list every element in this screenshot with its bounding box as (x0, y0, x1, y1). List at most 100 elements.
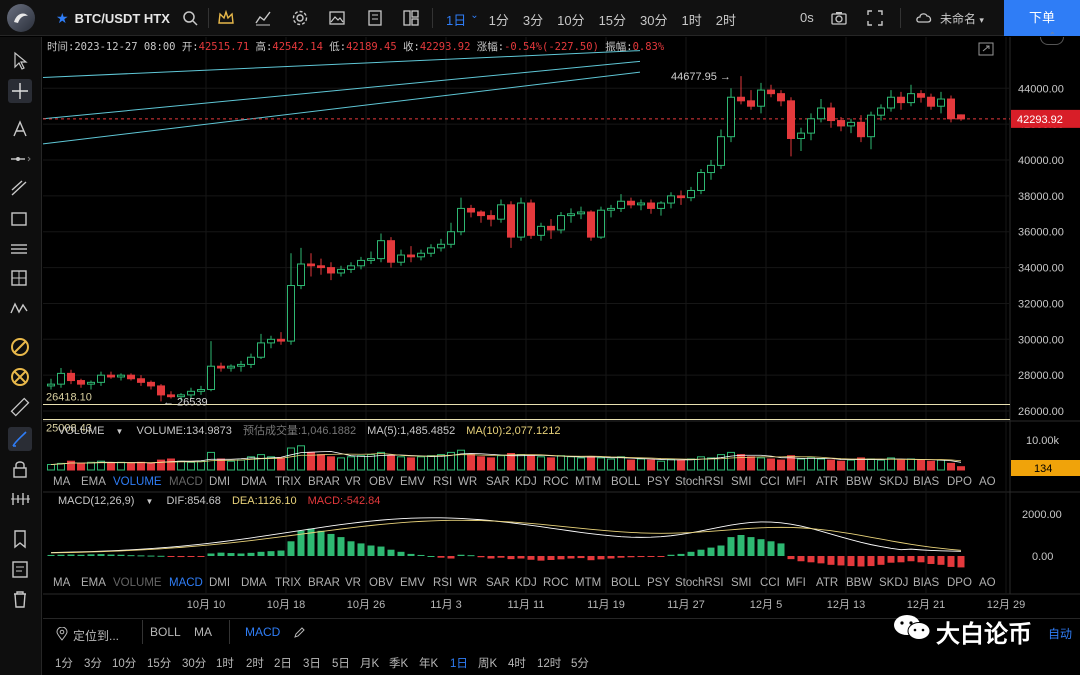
indicator-tab-dma[interactable]: DMA (241, 476, 267, 488)
quick-interval-8[interactable]: 3日 (303, 658, 321, 670)
indicator-tab-skdj[interactable]: SKDJ (879, 577, 909, 589)
maximize-pane-icon[interactable] (978, 42, 994, 56)
quick-interval-10[interactable]: 月K (360, 658, 380, 670)
text-tool-icon[interactable] (8, 117, 32, 141)
indicator-tab-roc[interactable]: ROC (543, 577, 569, 589)
indicator-tab-ma[interactable]: MA (53, 476, 71, 488)
indicator-tab-roc[interactable]: ROC (543, 476, 569, 488)
favorite-star-icon[interactable]: ★ (56, 10, 69, 26)
indicator-tab-psy[interactable]: PSY (647, 577, 671, 589)
edit-pencil-icon[interactable] (294, 626, 306, 638)
search-icon[interactable] (181, 9, 199, 27)
indicator-tab-bias[interactable]: BIAS (913, 476, 940, 488)
indicator-tab-macd[interactable]: MACD (169, 577, 203, 589)
quick-interval-4[interactable]: 30分 (182, 658, 207, 670)
quick-interval-12[interactable]: 年K (419, 658, 439, 670)
quick-interval-9[interactable]: 5日 (332, 658, 350, 670)
template-icon[interactable] (366, 9, 384, 27)
indicator-tab-rsi[interactable]: RSI (433, 577, 453, 589)
indicator-tab-mfi[interactable]: MFI (786, 577, 806, 589)
indicator-tab-wr[interactable]: WR (458, 476, 478, 488)
indicator-tab-skdj[interactable]: SKDJ (879, 476, 909, 488)
bookmark-icon[interactable] (8, 527, 32, 551)
indicator-tab-psy[interactable]: PSY (647, 476, 671, 488)
indicator-tab-rsi[interactable]: RSI (433, 476, 453, 488)
indicator-tab-ma[interactable]: MA (53, 577, 71, 589)
indicator-tab-vr[interactable]: VR (345, 476, 361, 488)
cloud-icon[interactable] (915, 9, 933, 27)
edit-list-icon[interactable] (8, 557, 32, 581)
indicator-tab-obv[interactable]: OBV (369, 577, 394, 589)
image-icon[interactable] (328, 9, 346, 27)
quick-interval-6[interactable]: 2时 (246, 658, 264, 670)
rectangle-tool-icon[interactable] (8, 207, 32, 231)
quick-interval-13[interactable]: 1日 (450, 658, 468, 670)
macd-settings-chevron-icon[interactable]: ▼ (145, 497, 154, 506)
interval-2h[interactable]: 2时 (715, 13, 736, 28)
quick-interval-5[interactable]: 1时 (216, 658, 234, 670)
main-chart[interactable]: 26418.10 25008.43 44677.95 → ← 26539 44000… (0, 0, 1080, 612)
fullscreen-icon[interactable] (866, 9, 884, 27)
volume-settings-chevron-icon[interactable]: ▼ (115, 427, 124, 436)
app-logo[interactable] (7, 4, 35, 32)
lock-icon[interactable] (8, 457, 32, 481)
camera-icon[interactable] (830, 9, 848, 27)
crosshair-icon[interactable] (8, 79, 32, 103)
study-macd[interactable]: MACD (245, 625, 281, 639)
indicator-tab-boll[interactable]: BOLL (611, 476, 641, 488)
indicator-tab-bbw[interactable]: BBW (846, 577, 873, 589)
indicator-tab-stochrsi[interactable]: StochRSI (675, 577, 724, 589)
cursor-arrow-icon[interactable] (8, 49, 32, 73)
interval-10m[interactable]: 10分 (557, 13, 585, 28)
indicator-tab-emv[interactable]: EMV (400, 476, 425, 488)
lock-drawings-yellow-icon[interactable] (8, 365, 32, 389)
indicator-tab-wr[interactable]: WR (458, 577, 478, 589)
parallel-channel-icon[interactable] (8, 237, 32, 261)
crown-icon[interactable] (217, 9, 235, 27)
quick-interval-15[interactable]: 4时 (508, 658, 526, 670)
indicator-tab-dma[interactable]: DMA (241, 577, 267, 589)
indicator-tab-atr[interactable]: ATR (816, 577, 839, 589)
interval-3m[interactable]: 3分 (522, 13, 544, 28)
magnet-yellow-icon[interactable] (8, 335, 32, 359)
indicator-tab-stochrsi[interactable]: StochRSI (675, 476, 724, 488)
indicator-tab-cci[interactable]: CCI (760, 476, 780, 488)
trash-icon[interactable] (8, 587, 32, 611)
interval-15m[interactable]: 15分 (598, 13, 627, 28)
indicator-tab-ao[interactable]: AO (979, 476, 996, 488)
indicator-tab-emv[interactable]: EMV (400, 577, 425, 589)
locate-to-button[interactable]: 定位到... (73, 629, 120, 643)
indicator-tab-obv[interactable]: OBV (369, 476, 394, 488)
indicator-tab-sar[interactable]: SAR (486, 476, 510, 488)
macd-pane-title[interactable]: MACD(12,26,9) (58, 495, 135, 507)
indicator-tab-mfi[interactable]: MFI (786, 476, 806, 488)
indicator-tab-atr[interactable]: ATR (816, 476, 839, 488)
quick-interval-14[interactable]: 周K (478, 658, 498, 670)
indicator-tab-mtm[interactable]: MTM (575, 577, 602, 589)
indicator-tab-smi[interactable]: SMI (731, 476, 752, 488)
indicators-icon[interactable] (254, 9, 272, 27)
quick-interval-3[interactable]: 15分 (147, 658, 172, 670)
symbol-selector[interactable]: ★ BTC/USDT HTX (56, 10, 170, 27)
trend-line-icon[interactable] (8, 177, 32, 201)
layout-name-dropdown[interactable]: 未命名 ▾ (940, 10, 984, 27)
indicator-tab-dpo[interactable]: DPO (947, 476, 972, 488)
indicator-tab-smi[interactable]: SMI (731, 577, 752, 589)
quick-interval-17[interactable]: 5分 (571, 658, 589, 670)
indicator-tab-sar[interactable]: SAR (486, 577, 510, 589)
indicator-tab-kdj[interactable]: KDJ (515, 577, 537, 589)
quick-interval-1[interactable]: 3分 (84, 658, 102, 670)
indicator-tab-trix[interactable]: TRIX (275, 476, 302, 488)
indicator-tab-dmi[interactable]: DMI (209, 577, 231, 589)
indicator-tab-dmi[interactable]: DMI (209, 476, 231, 488)
place-order-button[interactable]: 下单 (1004, 0, 1080, 36)
indicator-tab-ema[interactable]: EMA (81, 476, 106, 488)
indicator-tab-bias[interactable]: BIAS (913, 577, 940, 589)
indicator-tab-macd[interactable]: MACD (169, 476, 203, 488)
indicator-tab-volume[interactable]: VOLUME (113, 577, 162, 589)
indicator-tab-brar[interactable]: BRAR (308, 476, 340, 488)
interval-30m[interactable]: 30分 (640, 13, 668, 28)
indicator-tab-mtm[interactable]: MTM (575, 476, 602, 488)
quick-interval-2[interactable]: 10分 (112, 658, 137, 670)
quick-interval-11[interactable]: 季K (389, 658, 409, 670)
